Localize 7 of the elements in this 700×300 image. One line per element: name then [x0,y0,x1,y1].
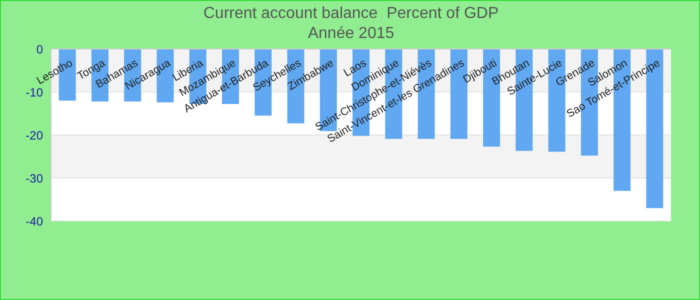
y-tick-label: -10 [26,85,44,100]
y-tick-label: -40 [26,214,44,228]
y-tick-label: -20 [26,128,44,142]
y-tick-label: -30 [26,171,44,186]
y-tick-label: 0 [36,42,44,56]
chart-subtitle: Année 2015 [306,24,396,44]
chart-title: Current account balance Percent of GDP [202,4,500,24]
